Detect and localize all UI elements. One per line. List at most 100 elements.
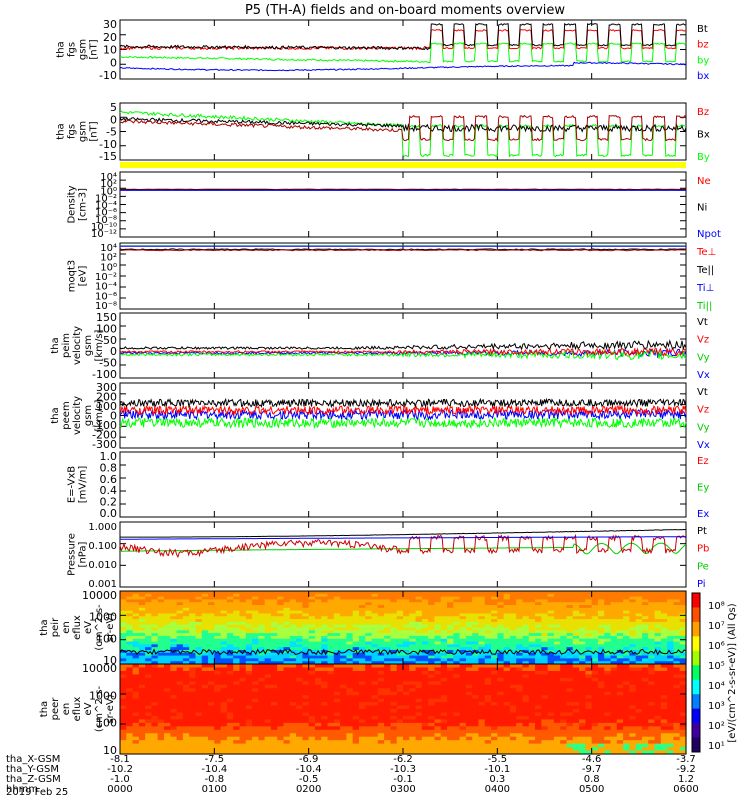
svg-text:fgs: fgs <box>67 124 78 139</box>
y-tick-label: -200 <box>92 429 117 442</box>
svg-text:tha: tha <box>56 41 67 57</box>
series-bx-line <box>119 116 687 133</box>
svg-text:Density: Density <box>67 185 78 223</box>
series-by-line <box>119 110 687 158</box>
legend: Bz Bx By <box>697 107 710 163</box>
x-tick-label: 0100 <box>202 784 227 795</box>
y-tick-label: 0.8 <box>100 461 118 474</box>
y-tick-label: 300 <box>96 381 117 394</box>
legend-entry-vx: Vx <box>697 370 710 381</box>
svg-text:fgs: fgs <box>67 42 78 57</box>
legend: Pt Pb Pe Pi <box>697 526 709 590</box>
svg-text:gsm: gsm <box>78 39 89 60</box>
y-axis-label: tha peir en eflux eV (cm^2-s-sr-eV) <box>39 604 116 651</box>
x-tick-label: -6.9 <box>299 754 319 765</box>
x-tick-label: 0500 <box>579 784 604 795</box>
peer_spectrogram-heatmap <box>120 664 687 755</box>
legend: Vt Vz Vy Vx <box>697 387 710 451</box>
series-bx-line <box>119 61 687 72</box>
x-axis-row-label: tha_Z-GSM <box>6 774 61 785</box>
x-tick-label: 0000 <box>107 784 132 795</box>
y-axis-label: Density [cm-3] <box>67 185 89 223</box>
legend-entry-vy: Vy <box>697 422 710 433</box>
svg-text:tha: tha <box>50 337 61 353</box>
y-tick-label: 20 <box>103 31 117 44</box>
y-tick-label: 10⁴ <box>100 172 117 183</box>
x-axis-row-label: tha_X-GSM <box>6 754 60 765</box>
x-tick-label: -10.4 <box>201 764 227 775</box>
legend: Ne Ni Npot <box>697 176 721 240</box>
svg-text:[eV]: [eV] <box>78 266 89 287</box>
x-tick-label: 0.3 <box>489 774 505 785</box>
panel-frame <box>119 312 687 379</box>
legend-entry-te: Te⊥ <box>696 247 716 258</box>
y-tick-label: 10⁻⁶ <box>95 208 117 219</box>
series-vz-line <box>119 404 687 417</box>
x-tick-label: -10.4 <box>296 764 322 775</box>
legend-entry-ti: Ti⊥ <box>696 283 714 294</box>
colorbar-tick-label: 10⁵ <box>708 661 725 672</box>
svg-text:eV: eV <box>83 621 94 634</box>
svg-text:moqt3: moqt3 <box>67 260 78 293</box>
colorbar-gradient <box>692 593 700 753</box>
svg-text:Pressure: Pressure <box>67 533 78 576</box>
panel-density: 10⁴10²10⁰10⁻²10⁻⁴10⁻⁶10⁻⁸10⁻¹⁰10⁻¹²Densi… <box>67 171 721 240</box>
colorbar-tick-label: 10² <box>708 721 725 732</box>
y-tick-label: 1.0 <box>100 450 118 463</box>
series-vy-line <box>119 416 687 430</box>
legend-entry-vt: Vt <box>697 387 708 398</box>
svg-text:velocity: velocity <box>72 396 83 435</box>
svg-text:tha: tha <box>39 619 50 635</box>
y-tick-label: -10 <box>99 138 117 151</box>
date-label: 2019 Feb 25 <box>6 787 68 798</box>
y-tick-label: 1000 <box>89 611 117 624</box>
series <box>119 22 687 72</box>
x-tick-label: 0.8 <box>584 774 600 785</box>
x-tick-label: -9.7 <box>582 764 602 775</box>
legend-entry-bt: Bt <box>697 24 708 35</box>
series-peir-low-energy-noise-line <box>119 648 687 656</box>
legend-entry-by: By <box>697 152 710 163</box>
y-tick-label: 0 <box>110 113 117 126</box>
y-tick-label: -100 <box>92 368 117 381</box>
x-tick-label: -8.1 <box>110 754 130 765</box>
colorbar-tick-label: 10⁷ <box>708 621 725 632</box>
legend-entry-by: by <box>697 55 709 66</box>
x-tick-label: 0300 <box>390 784 415 795</box>
legend-entry-vz: Vz <box>697 405 709 416</box>
y-tick-label: -50 <box>99 357 117 370</box>
series <box>119 397 687 430</box>
y-tick-label: 0.4 <box>100 484 118 497</box>
series-pb-line <box>119 533 687 559</box>
y-tick-label: 30 <box>103 18 117 31</box>
svg-text:tha: tha <box>50 407 61 423</box>
x-tick-label: 1.2 <box>678 774 694 785</box>
x-tick-label: -10.3 <box>390 764 416 775</box>
y-tick-label: 0.010 <box>88 560 117 571</box>
y-axis-label: tha fgs gsm [nT] <box>56 121 100 142</box>
y-tick-label: 10⁰ <box>100 262 117 273</box>
x-tick-label: -10.1 <box>484 764 510 775</box>
svg-text:[mV/m]: [mV/m] <box>78 466 89 504</box>
y-tick-label: 10⁴ <box>100 243 117 254</box>
svg-text:[km/s]: [km/s] <box>94 399 105 431</box>
x-tick-label: -9.2 <box>676 764 696 775</box>
legend: Ez Ey Ex <box>697 456 709 520</box>
legend-entry-vy: Vy <box>697 352 710 363</box>
x-tick-label: 0400 <box>485 784 510 795</box>
panel-peir_spectrogram: 10000 1000 100 10 tha peir en eflux eV (cm^2-s-sr… <box>39 589 687 667</box>
legend-entry-bx: bx <box>697 71 709 82</box>
colorbar-tick-label: 10⁶ <box>708 641 725 652</box>
colorbar-tick-label: 10¹ <box>708 741 725 752</box>
y-axis-label: tha peem velocity gsm [km/s] <box>50 396 105 435</box>
y-tick-label: 50 <box>103 334 117 347</box>
series <box>119 188 687 191</box>
x-tick-label: -6.2 <box>393 754 413 765</box>
legend-entry-pi: Pi <box>697 579 706 590</box>
legend-entry-bz: bz <box>697 40 709 51</box>
y-tick-label: 0.2 <box>100 496 118 509</box>
colorbar-tick-label: 10⁸ <box>708 601 725 612</box>
